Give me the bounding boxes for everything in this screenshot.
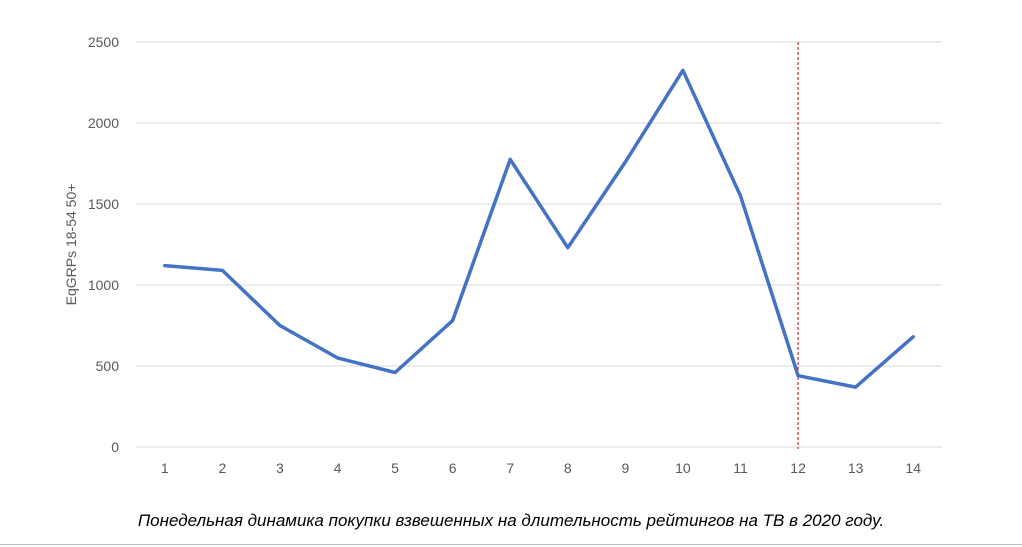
- x-tick-label: 1: [161, 460, 169, 476]
- y-tick-label: 2000: [88, 115, 119, 131]
- y-tick-label: 2500: [88, 34, 119, 50]
- y-tick-label: 500: [96, 358, 120, 374]
- y-axis-ticks: 0 500 1000 1500 2000 2500: [88, 34, 119, 455]
- x-tick-label: 7: [506, 460, 514, 476]
- y-tick-label: 1000: [88, 277, 119, 293]
- x-tick-label: 13: [848, 460, 864, 476]
- y-axis-label: EqGRPs 18-54 50+: [63, 184, 79, 306]
- x-tick-label: 4: [334, 460, 342, 476]
- x-tick-label: 11: [733, 460, 748, 476]
- series-line: [163, 68, 915, 389]
- x-tick-label: 12: [790, 460, 806, 476]
- x-tick-label: 10: [675, 460, 691, 476]
- y-tick-label: 0: [111, 439, 119, 455]
- gridlines: [136, 41, 942, 448]
- x-tick-label: 8: [564, 460, 572, 476]
- x-tick-label: 9: [621, 460, 629, 476]
- x-tick-label: 5: [391, 460, 399, 476]
- chart-caption: Понедельная динамика покупки взвешенных …: [137, 511, 885, 530]
- x-tick-label: 14: [905, 460, 921, 476]
- y-tick-label: 1500: [88, 196, 119, 212]
- x-tick-label: 6: [449, 460, 457, 476]
- x-tick-label: 3: [276, 460, 284, 476]
- bottom-divider: [0, 544, 1022, 545]
- x-tick-label: 2: [218, 460, 226, 476]
- x-axis-ticks: 1 2 3 4 5 6 7 8 9 10 11 12 13 14: [161, 460, 921, 476]
